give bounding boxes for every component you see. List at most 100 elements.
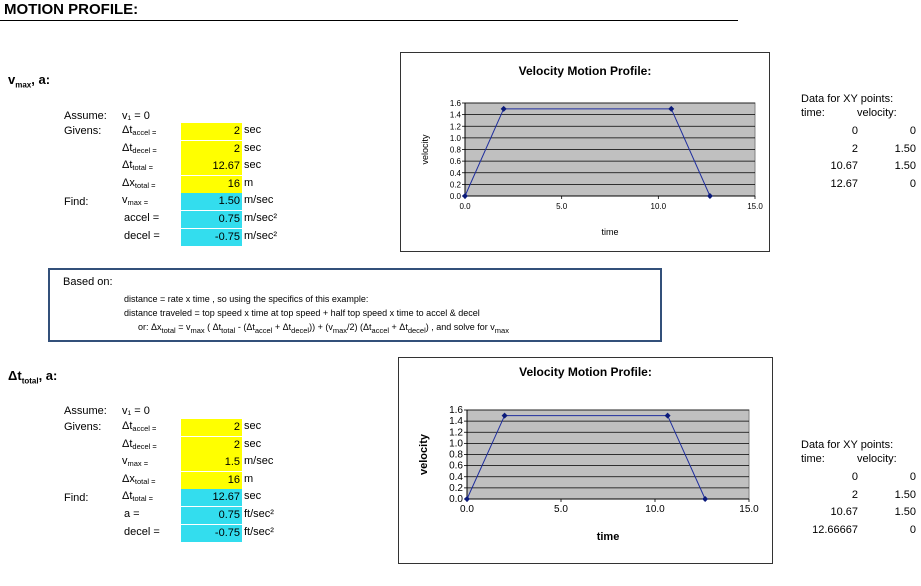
section2-heading-sub: total — [21, 376, 39, 386]
chart2-svg: 0.00.20.40.60.81.01.21.41.60.0 5.0 10.0 15.… — [418, 405, 759, 543]
chart0-xtick-label: 5.0 — [556, 202, 568, 211]
chart0-ytick-label: 0.0 — [450, 192, 462, 201]
section2-row-5-value[interactable]: 0.75 — [181, 507, 242, 524]
section1-row-5-var: accel = — [124, 212, 160, 224]
chart0-ytick-label: 1.2 — [450, 122, 462, 131]
note-line3-p: decel — [407, 325, 426, 335]
section2-row-2-unit: m/sec — [244, 455, 274, 468]
section1-row-6-value[interactable]: -0.75 — [181, 228, 242, 246]
section2-row-6-unit: ft/sec² — [244, 525, 274, 538]
chart0-data-point — [668, 105, 675, 112]
section1-xy-time-1: 2 — [851, 142, 858, 155]
section1-row-3-value[interactable]: 16 — [181, 175, 242, 193]
section2-xy-vel-0: 0 — [909, 471, 916, 483]
chart1-ytick-label: 1.2 — [449, 427, 463, 438]
chart1-frame: Velocity Motion Profile: 0.0 0.2 0.4 0.6 0.8… — [400, 52, 770, 252]
section1-row-2-sub: total = — [132, 163, 154, 173]
section2-assume-value: v₁ = 0 — [122, 405, 150, 417]
section1-row-6-label: decel = — [124, 230, 160, 242]
section1-row-1-unit: sec — [244, 141, 262, 154]
section1-heading-sub: max — [15, 80, 32, 90]
note-line3-r: max — [494, 325, 509, 335]
note-line3-f: total — [221, 325, 236, 335]
page-title: MOTION PROFILE: — [4, 1, 139, 18]
chart0-ytick-label: 0.8 — [450, 146, 462, 155]
note-line3-h: accel — [254, 325, 273, 335]
section1-row-3-sub: total = — [134, 180, 156, 190]
note-based-on: Based on: — [63, 276, 113, 288]
chart0-xtick-label: 15.0 — [747, 202, 763, 211]
section2-row-4-var: Δt — [122, 490, 133, 503]
section1-row-0-value[interactable]: 2 — [181, 123, 242, 140]
section2-heading-main: Δt — [8, 368, 22, 383]
section1-find-label: Find: — [64, 196, 89, 208]
section1-row-3-unit: m — [244, 176, 254, 189]
section2-heading-rest: , a: — [38, 368, 58, 383]
chart0-ytick-label: 1.6 — [450, 99, 462, 108]
section1-xy-vel-1: 1.50 — [894, 142, 916, 155]
chart0-data-point — [706, 193, 713, 199]
chart1-xtick-label: 5.0 — [554, 504, 568, 515]
section2-row-3-value[interactable]: 16 — [181, 471, 242, 489]
section1-row-5-value[interactable]: 0.75 — [181, 211, 242, 228]
section1-row-1-sub: decel = — [132, 145, 157, 155]
section2-xy-time-0: 0 — [851, 471, 858, 483]
section1-row-2-var: Δt — [122, 159, 133, 172]
note-line3-g: - (Δt — [235, 322, 255, 332]
chart0-xlabel: time — [601, 227, 618, 237]
chart0-ytick-label: 0.6 — [450, 157, 462, 166]
section1-row-2-label: Δttotal = — [122, 159, 153, 172]
section2-row-3-unit: m — [244, 472, 254, 485]
section2-xy-vel-3: 0 — [909, 523, 916, 536]
section2-row-4-value[interactable]: 12.67 — [181, 489, 242, 507]
section2-row-0-value[interactable]: 2 — [181, 419, 242, 436]
section2-row-2-value[interactable]: 1.5 — [181, 454, 242, 472]
section1-heading-rest: , a: — [31, 72, 51, 87]
section2-row-0-var: Δt — [122, 420, 133, 432]
chart1-xtick-label: 10.0 — [645, 504, 665, 515]
chart1-xtick-label: 15.0 — [739, 504, 759, 515]
section1-xy-title: Data for XY points: — [801, 93, 894, 105]
chart0-ytick-label: 0.2 — [450, 180, 462, 189]
section1-assume-label: Assume: — [64, 110, 107, 122]
section1-xy-time-3: 12.67 — [830, 177, 858, 190]
section1-row-3-label: Δxtotal = — [122, 177, 156, 190]
chart0-data-point — [500, 105, 507, 112]
section2-row-0-unit: sec — [244, 420, 262, 432]
section1-row-1-value[interactable]: 2 — [181, 140, 242, 158]
section2-givens-label: Givens: — [64, 421, 102, 433]
section2-row-6-var: decel = — [124, 525, 160, 538]
section2-xy-vel-2: 1.50 — [894, 506, 916, 518]
chart0-xtick-label: 10.0 — [651, 202, 667, 211]
chart2-title: Velocity Motion Profile: — [519, 365, 652, 379]
section1-row-4-value[interactable]: 1.50 — [181, 193, 242, 211]
note-line1: distance = rate x time , so using the sp… — [124, 294, 369, 304]
chart2-frame: Velocity Motion Profile: 0.0 0.2 0.4 0.6 0.8… — [398, 357, 773, 564]
section1-xy-col-time: time: — [801, 107, 825, 119]
section1-xy-time-2: 10.67 — [830, 160, 858, 172]
section2-row-5-var: a = — [124, 508, 140, 520]
section2-row-6-value[interactable]: -0.75 — [181, 524, 242, 542]
section1-row-0-var: Δt — [122, 124, 133, 136]
chart1-data-point — [501, 412, 508, 419]
section1-row-6-unit: m/sec² — [244, 229, 277, 242]
section1-row-4-label: vmax = — [122, 194, 148, 207]
section2-row-0-label: Δtaccel = — [122, 420, 156, 433]
chart1-data-point — [664, 412, 671, 419]
section2-row-4-sub: total = — [132, 494, 154, 504]
section2-row-1-value[interactable]: 2 — [181, 436, 242, 454]
section1-row-1-var: Δt — [122, 141, 133, 154]
section2-row-5-unit: ft/sec² — [244, 508, 274, 520]
note-line3-m: /2) (Δt — [347, 322, 372, 332]
chart1-data-point — [702, 496, 709, 502]
chart1-data-point — [464, 496, 470, 502]
section1-row-4-unit: m/sec — [244, 194, 274, 207]
chart0-ylabel: velocity — [420, 134, 430, 165]
section2-row-1-sub: decel = — [132, 441, 157, 451]
note-line3-c: = v — [175, 322, 191, 332]
section1-heading: vmax, a: — [8, 72, 50, 90]
chart1-ytick-label: 1.4 — [449, 416, 463, 427]
note-line3-i: + Δt — [272, 322, 292, 332]
section2-assume-label: Assume: — [64, 405, 107, 417]
section1-row-2-value[interactable]: 12.67 — [181, 158, 242, 176]
